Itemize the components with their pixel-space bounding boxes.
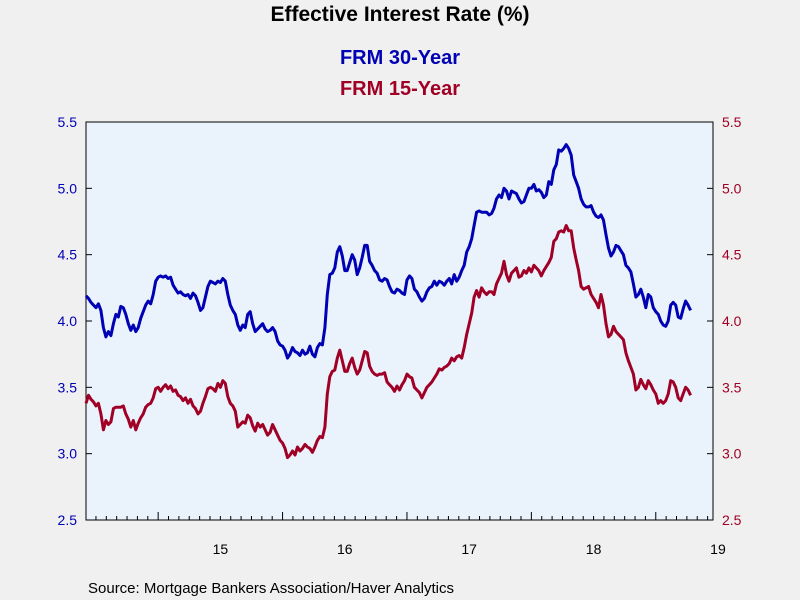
- legend-entry-frm-30-year: FRM 30-Year: [340, 47, 460, 69]
- series-layer: [84, 143, 692, 460]
- plot-area: [85, 121, 714, 521]
- y-tick-label-left: 3.0: [58, 446, 78, 462]
- y-tick-label-right: 3.0: [722, 446, 742, 462]
- y-tick-label-right: 4.0: [722, 313, 742, 329]
- y-tick-label-right: 3.5: [722, 379, 742, 395]
- x-tick-label: 18: [586, 541, 602, 557]
- x-tick-label: 16: [337, 541, 353, 557]
- y-tick-label-left: 4.5: [58, 247, 78, 263]
- series-line-frm-30-year: [84, 143, 692, 360]
- source-note: Source: Mortgage Bankers Association/Hav…: [88, 580, 454, 597]
- x-tick-label: 17: [461, 541, 477, 557]
- x-tick-label: 15: [213, 541, 229, 557]
- chart-title: Effective Interest Rate (%): [270, 3, 529, 26]
- y-axis-left: 2.5 3.0 3.5 4.0 4.5 5.0 5.5: [58, 114, 92, 528]
- y-tick-label-left: 5.5: [58, 114, 78, 130]
- legend-entry-frm-15-year: FRM 15-Year: [340, 78, 460, 100]
- series-line-frm-15-year: [84, 224, 692, 460]
- y-tick-label-right: 5.0: [722, 180, 742, 196]
- y-tick-label-right: 5.5: [722, 114, 742, 130]
- y-tick-label-left: 2.5: [58, 512, 78, 528]
- y-tick-label-left: 3.5: [58, 379, 78, 395]
- y-tick-label-left: 4.0: [58, 313, 78, 329]
- y-tick-label-right: 2.5: [722, 512, 742, 528]
- y-axis-right: 2.5 3.0 3.5 4.0 4.5 5.0 5.5: [707, 114, 742, 528]
- y-tick-label-left: 5.0: [58, 180, 78, 196]
- y-tick-label-right: 4.5: [722, 247, 742, 263]
- x-tick-label: 19: [710, 541, 726, 557]
- x-axis: 15 16 17 18 19: [95, 512, 726, 557]
